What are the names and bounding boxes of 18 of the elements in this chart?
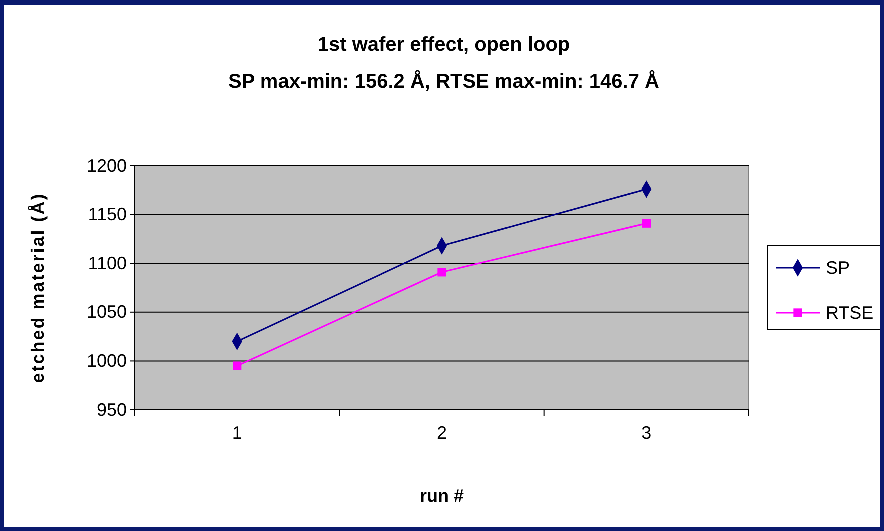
x-axis-title: run # [420, 486, 464, 506]
y-tick-label: 1200 [86, 156, 127, 176]
y-tick-label: 1000 [86, 350, 127, 371]
y-axis-title: etched material (Å) [28, 192, 48, 384]
point [642, 219, 651, 228]
point [438, 268, 446, 277]
x-tick-label: 3 [642, 422, 652, 443]
x-tick-label: 2 [436, 422, 448, 443]
legend-label: RTSE [826, 303, 874, 323]
point [233, 362, 242, 370]
legend-label: SP [826, 258, 850, 278]
y-tick-label: 950 [96, 400, 127, 420]
y-tick-label: 1050 [86, 302, 127, 322]
y-tick-label: 1100 [88, 253, 127, 274]
chart-title: 1st wafer effect, open loop [318, 34, 570, 56]
chart-subtitle: SP max-min: 156.2 Å, RTSE max-min: 146.7 Å [228, 70, 660, 93]
y-tick-label: 1150 [88, 204, 127, 225]
x-tick-label: 1 [232, 422, 242, 443]
